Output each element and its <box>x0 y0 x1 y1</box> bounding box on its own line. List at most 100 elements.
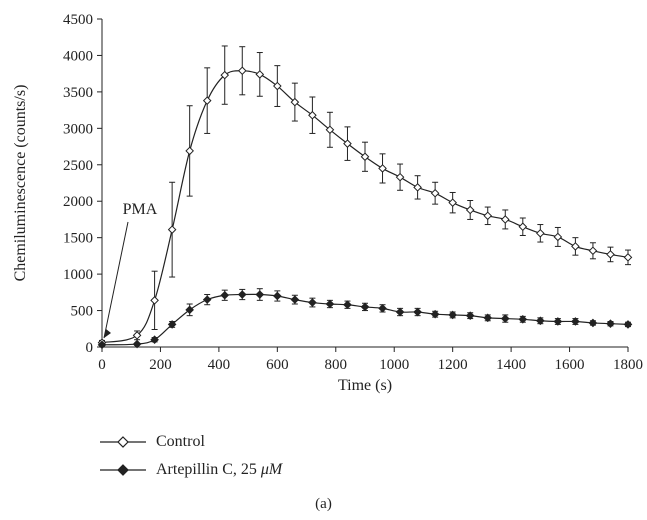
data-point <box>150 296 159 305</box>
data-point <box>308 298 317 307</box>
x-tick-label-1600: 1600 <box>555 357 585 373</box>
data-point <box>325 299 335 309</box>
data-point <box>623 320 633 329</box>
y-tick-label-1500: 1500 <box>63 231 93 247</box>
axes: 0 500 1000 1500 2000 2500 3000 3500 4000 4500 0 200… <box>12 12 643 394</box>
data-point <box>202 295 212 304</box>
data-point <box>588 246 598 256</box>
data-point <box>378 164 387 173</box>
legend-label-artepillin: Artepillin C, 25 μM <box>156 461 283 478</box>
data-point <box>97 340 107 350</box>
x-tick-label-800: 800 <box>325 357 348 373</box>
data-point <box>273 291 282 301</box>
data-point <box>343 139 352 148</box>
data-point <box>255 70 265 79</box>
data-point <box>448 198 457 207</box>
x-axis-title: Time (s) <box>338 377 392 394</box>
data-point <box>220 70 230 80</box>
series-artepillin <box>97 288 633 350</box>
data-point <box>167 225 177 234</box>
x-tick-label-1200: 1200 <box>438 357 468 373</box>
x-tick-label-400: 400 <box>208 357 231 373</box>
y-tick-label-2000: 2000 <box>63 194 93 210</box>
y-tick-label-0: 0 <box>86 340 94 356</box>
data-point <box>571 242 580 251</box>
data-point <box>536 228 545 238</box>
data-point <box>518 222 528 232</box>
series-layer <box>97 45 633 350</box>
data-point <box>132 331 142 340</box>
legend-item-artepillin: Artepillin C, 25 μM <box>100 456 282 484</box>
pma-label: PMA <box>123 201 158 218</box>
legend: Control Artepillin C, 25 μM <box>100 428 282 484</box>
data-point <box>237 66 247 76</box>
x-tick-label-200: 200 <box>149 357 172 373</box>
data-point <box>237 290 247 299</box>
data-point <box>536 316 545 326</box>
y-axis-title: Chemiluminescence (counts/s) <box>12 85 29 282</box>
open-diamond-marker-icon <box>100 436 146 448</box>
x-tick-label-1400: 1400 <box>496 357 526 373</box>
data-point <box>202 96 212 105</box>
data-point <box>413 183 422 192</box>
data-point <box>132 339 142 349</box>
y-tick-label-1000: 1000 <box>63 267 93 283</box>
pma-annotation: PMA <box>103 201 158 339</box>
data-point <box>290 295 300 304</box>
data-point <box>465 205 475 215</box>
data-point <box>343 300 352 310</box>
x-tick-label-600: 600 <box>266 357 289 373</box>
y-tick-label-3500: 3500 <box>63 85 93 101</box>
x-tick-label-0: 0 <box>98 357 106 373</box>
data-point <box>150 335 159 345</box>
data-point <box>606 319 615 328</box>
x-tick-label-1000: 1000 <box>379 357 409 373</box>
data-point <box>413 307 422 317</box>
legend-label-control: Control <box>156 433 205 450</box>
data-point <box>500 215 510 224</box>
y-tick-label-4500: 4500 <box>63 12 93 28</box>
data-point <box>588 318 598 328</box>
y-tick-label-500: 500 <box>71 304 94 320</box>
data-point <box>430 309 440 319</box>
pma-arrow-line <box>103 221 129 339</box>
pma-arrow-head <box>104 329 111 338</box>
y-tick-label-2500: 2500 <box>63 158 93 174</box>
data-point <box>255 290 265 299</box>
data-point <box>553 317 563 326</box>
data-point <box>273 81 282 91</box>
data-point <box>518 314 528 324</box>
data-point <box>308 110 317 120</box>
legend-item-control: Control <box>100 428 282 456</box>
data-point <box>395 172 405 182</box>
data-point <box>606 250 615 259</box>
data-point <box>571 317 580 326</box>
data-point <box>167 320 177 329</box>
data-point <box>483 313 493 323</box>
data-point <box>500 314 510 323</box>
series-line <box>101 70 629 344</box>
figure-caption: (a) <box>315 496 332 512</box>
chart: 0 500 1000 1500 2000 2500 3000 3500 4000 4500 0 200… <box>12 12 643 394</box>
data-point <box>360 302 370 312</box>
data-point <box>325 125 335 135</box>
y-tick-label-4000: 4000 <box>63 48 93 64</box>
data-point <box>185 305 194 315</box>
data-point <box>430 188 440 198</box>
data-point <box>623 253 633 262</box>
x-tick-label-1800: 1800 <box>613 357 643 373</box>
data-point <box>378 304 387 313</box>
data-point <box>553 232 563 242</box>
data-point <box>360 152 370 162</box>
y-tick-label-3000: 3000 <box>63 121 93 137</box>
data-point <box>483 211 493 221</box>
data-point <box>290 97 300 107</box>
data-point <box>395 307 405 317</box>
series-control <box>97 45 633 347</box>
series-line <box>101 293 629 346</box>
data-point <box>185 146 194 156</box>
data-point <box>448 310 457 320</box>
filled-diamond-marker-icon <box>100 464 146 476</box>
data-point <box>220 290 230 300</box>
data-point <box>465 311 475 320</box>
